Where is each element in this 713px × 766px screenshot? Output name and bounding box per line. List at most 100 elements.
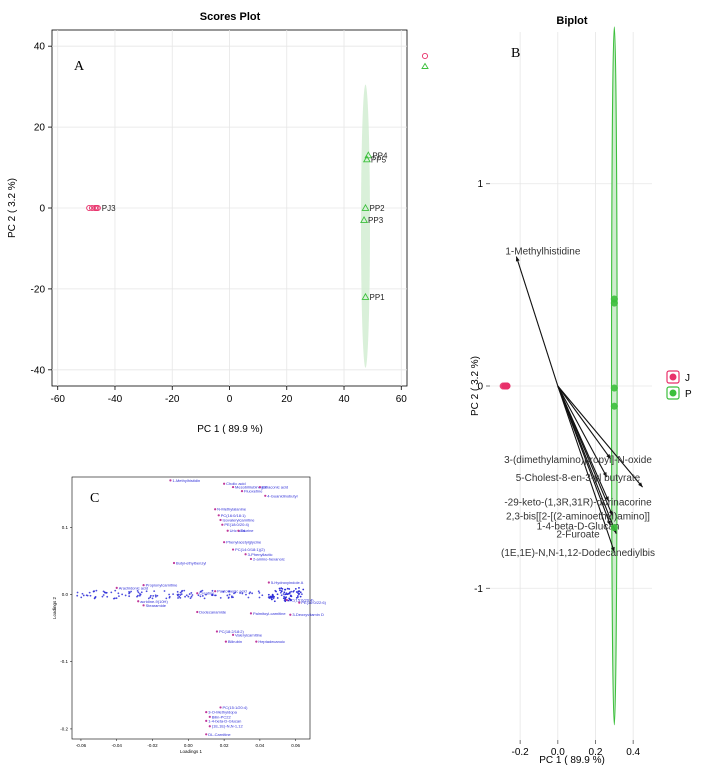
biplot-vector-arrowhead <box>638 482 643 488</box>
loadings-point-label: Arachidonic acid <box>119 585 148 590</box>
loadings-point-label: PC(16:0/18:1) <box>221 513 247 518</box>
loadings-plot-ylabel: Loadings 2 <box>52 596 57 619</box>
loadings-cluster-point <box>275 590 277 593</box>
loadings-band-point <box>154 595 157 598</box>
loadings-band-point <box>227 596 230 599</box>
scores-point-p <box>360 216 369 223</box>
loadings-band-point <box>234 591 237 594</box>
loadings-band-point <box>156 594 159 597</box>
biplot-vector-label: (1E,1E)-N,N-1,12-Dodecanediylbis <box>501 548 655 559</box>
biplot-point-p <box>610 299 618 307</box>
loadings-labeled-point <box>231 548 235 551</box>
biplot-vector-label: 2,3-bis[[2-[(2-aminoethyl)amino]] <box>506 511 650 522</box>
loadings-band-point <box>138 594 141 597</box>
loadings-point-label: Fluoxetine <box>244 489 263 494</box>
loadings-band-point <box>226 594 229 597</box>
loadings-labeled-point <box>142 604 145 607</box>
scores-point-j <box>86 204 93 212</box>
loadings-cluster-point <box>299 595 302 598</box>
loadings-point-label: 5-Hydroxyindole A <box>271 580 304 585</box>
biplot-title: Biplot <box>556 15 587 27</box>
biplot-point-j <box>503 382 511 390</box>
loadings-labeled-point <box>298 601 301 604</box>
loadings-band-point <box>128 595 131 598</box>
loadings-band-point <box>94 595 97 598</box>
scores-plot-grid <box>52 30 407 386</box>
scores-x-tick-label: 0 <box>227 394 233 405</box>
loadings-labeled-point <box>249 557 253 561</box>
loadings-band-point <box>279 591 282 594</box>
loadings-band-point <box>176 594 179 597</box>
biplot-legend: JP <box>666 370 692 400</box>
loadings-cluster-point <box>283 591 286 594</box>
loadings-cluster-point <box>280 587 283 590</box>
loadings-band-point <box>245 593 247 596</box>
loadings-cluster-point <box>276 597 279 599</box>
biplot-panel: Biplot 1-Methylhistidine 3-(dimethylamino… <box>470 15 692 766</box>
loadings-cluster-point <box>273 600 276 603</box>
loadings-band-point <box>172 593 175 596</box>
loadings-point-label: Citraconic acid <box>262 485 288 490</box>
loadings-cluster-point <box>278 587 281 590</box>
loadings-labeled-point <box>223 541 226 544</box>
loadings-band-point <box>177 597 179 599</box>
loadings-labeled-point <box>172 561 176 565</box>
loadings-cluster-point <box>288 588 291 590</box>
biplot-axes: -0.2 0.0 0.2 0.4 -1 0 1 <box>474 179 640 758</box>
loadings-band-point <box>228 590 231 593</box>
loadings-band-point <box>137 591 140 594</box>
loadings-band-point <box>81 592 84 595</box>
loadings-y-tick-label: 0.0 <box>62 592 69 597</box>
loadings-plot-xlabel: Loadings 1 <box>180 749 203 754</box>
biplot-vector-label: -29-keto-(1,3R,31R)-dorinacorine <box>504 497 652 508</box>
loadings-point-label: Taurine <box>240 528 254 533</box>
loadings-cluster-point <box>289 594 292 597</box>
loadings-cluster-point <box>267 593 270 596</box>
loadings-band-point <box>82 594 85 597</box>
biplot-loading-vector <box>557 385 615 553</box>
loadings-band-point <box>189 597 192 600</box>
loadings-point-label: Heptadecanoic <box>258 639 285 644</box>
loadings-band-point <box>290 590 293 593</box>
loadings-x-tick-label: 0.06 <box>291 743 300 748</box>
loadings-point-label: Valerylcarnitine <box>235 632 263 637</box>
loadings-point-label: 3-Deoxyvitamin D <box>292 612 324 617</box>
panel-a-letter: A <box>74 59 85 74</box>
loadings-labeled-point <box>226 529 229 532</box>
loadings-point-label: Palmitoyl-carnitine <box>253 611 286 616</box>
loadings-labeled-point <box>169 479 172 482</box>
loadings-band-point <box>191 594 194 596</box>
loadings-y-tick-label: -0.2 <box>60 726 68 731</box>
loadings-plot-panel: 1-Methylhistidin Cholic acidMesobilirubin… <box>52 476 327 754</box>
loadings-cluster-point <box>268 597 271 599</box>
loadings-band-point <box>241 592 244 595</box>
loadings-point-label: Bilirubin <box>228 639 242 644</box>
scores-x-tick-label: 40 <box>338 394 350 405</box>
loadings-cluster-point <box>284 588 287 591</box>
loadings-band-point <box>197 594 200 597</box>
loadings-band-point <box>147 597 150 600</box>
loadings-point-label: N-Methylalanine <box>217 507 247 512</box>
loadings-point-label: PC(15:1/20:4) <box>223 705 249 710</box>
loadings-point-label: PE(18:0/20:4) <box>224 522 249 527</box>
loadings-x-tick-label: -0.04 <box>112 743 123 748</box>
loadings-point-label: Isovalerylcarnitine <box>223 517 256 522</box>
loadings-labeled-point <box>196 592 199 595</box>
loadings-labeled-point <box>255 640 258 643</box>
loadings-labeled-point <box>214 590 217 593</box>
scores-plot-axes: -60 -40 -20 0 20 40 60 -40 -20 0 20 40 <box>31 42 408 405</box>
loadings-band-point <box>106 595 109 598</box>
loadings-labeled-point <box>264 494 267 497</box>
loadings-plot-frame <box>71 476 311 740</box>
loadings-labeled-point <box>221 523 224 526</box>
loadings-point-label: Phenylacetylglycine <box>226 540 262 545</box>
loadings-band-point <box>154 594 157 597</box>
loadings-labeled-point <box>137 600 140 603</box>
scores-point-label: PJ3 <box>102 204 116 213</box>
loadings-point-label: Propionylcarnitine <box>146 583 179 588</box>
scores-y-tick-label: -20 <box>31 284 46 295</box>
loadings-band-point <box>149 596 152 599</box>
biplot-x-tick-label: 0.4 <box>626 747 640 758</box>
loadings-band-point <box>228 593 231 596</box>
